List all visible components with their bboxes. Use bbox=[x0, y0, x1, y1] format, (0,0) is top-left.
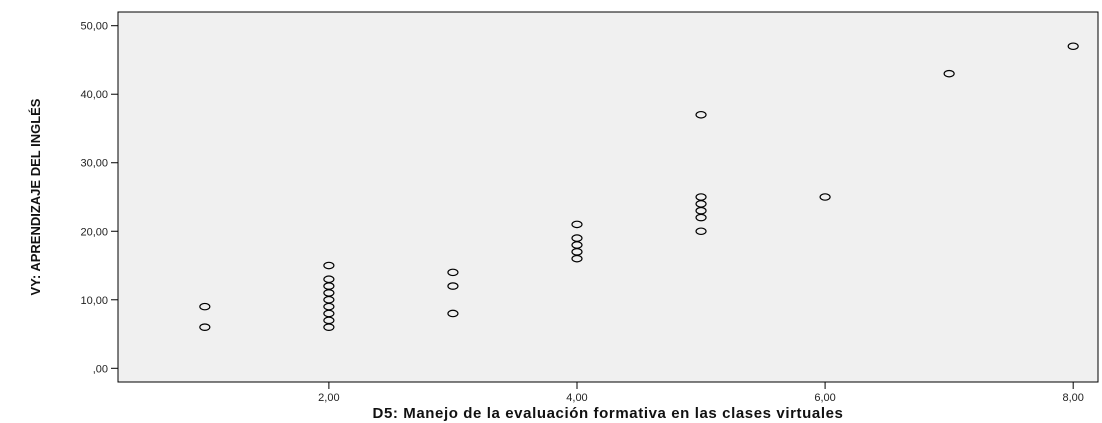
data-point bbox=[447, 309, 459, 318]
y-tick-label: ,00 bbox=[93, 363, 108, 375]
data-point bbox=[943, 69, 955, 78]
y-axis-ticks: ,00 10,00 20,00 30,00 40,00 50,00 bbox=[80, 21, 118, 375]
data-point bbox=[323, 275, 335, 284]
plot-area bbox=[117, 11, 1099, 383]
x-tick-label: 6,00 bbox=[814, 392, 835, 404]
x-tick-label: 8,00 bbox=[1062, 392, 1083, 404]
x-tick-label: 2,00 bbox=[318, 392, 339, 404]
y-axis-title: VY: APRENDIZAJE DEL INGLÉS bbox=[28, 98, 43, 295]
data-point bbox=[819, 193, 831, 201]
x-axis-title: D5: Manejo de la evaluación formativa en… bbox=[373, 405, 844, 422]
data-point bbox=[571, 220, 583, 229]
data-point bbox=[199, 323, 211, 331]
x-tick-label: 4,00 bbox=[566, 392, 587, 404]
data-point bbox=[695, 227, 707, 236]
data-point bbox=[447, 268, 459, 277]
data-point bbox=[323, 261, 335, 270]
data-point bbox=[695, 110, 707, 119]
y-tick-label: 10,00 bbox=[80, 295, 108, 307]
data-point bbox=[447, 282, 459, 290]
data-points bbox=[199, 42, 1079, 331]
y-tick-label: 30,00 bbox=[80, 158, 108, 170]
data-point bbox=[571, 234, 583, 242]
data-point bbox=[1067, 42, 1079, 51]
x-axis-ticks: 2,00 4,00 6,00 8,00 bbox=[318, 382, 1084, 404]
y-tick-label: 40,00 bbox=[80, 89, 108, 101]
data-point bbox=[695, 193, 707, 201]
data-point bbox=[199, 302, 211, 311]
y-tick-label: 20,00 bbox=[80, 226, 108, 238]
y-tick-label: 50,00 bbox=[80, 21, 108, 33]
